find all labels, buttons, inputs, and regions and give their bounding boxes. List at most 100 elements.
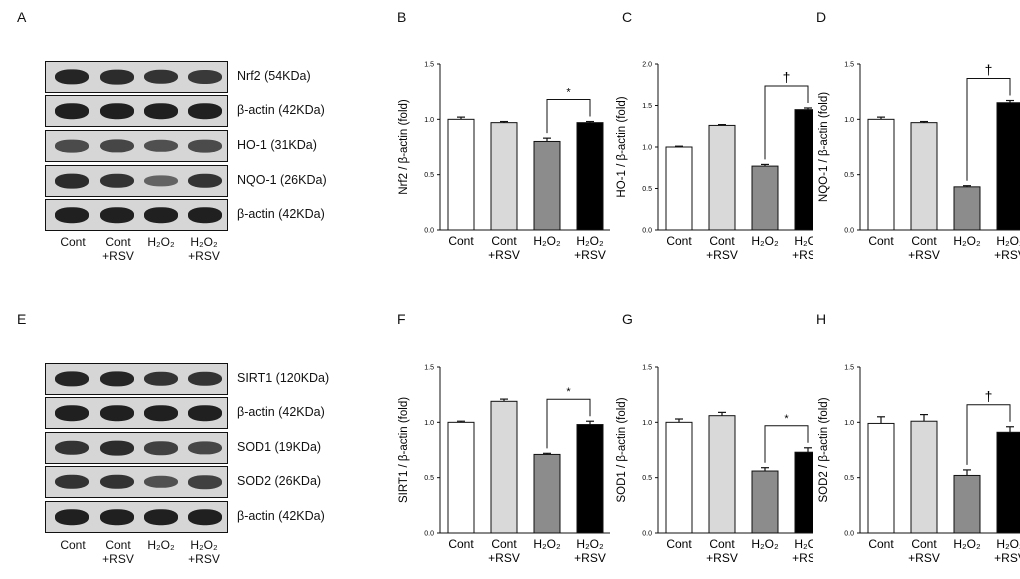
significance-marker: † [985, 62, 993, 78]
blot-band [55, 69, 89, 85]
y-tick-label: 1.5 [424, 62, 434, 69]
y-axis-label: Nrf2 / β-actin (fold) [398, 99, 410, 195]
x-tick-label: Cont [448, 234, 474, 248]
bar [447, 118, 475, 231]
y-tick-label: 1.0 [844, 420, 854, 427]
blot-band [188, 371, 222, 387]
y-tick-label: 1.0 [424, 117, 434, 124]
blot-band [55, 509, 89, 525]
x-tick-label: +RSV [574, 551, 606, 565]
significance-marker: † [985, 388, 993, 404]
chart-nrf2: Nrf2 / β-actin (fold) 0.0 0.5 1.0 1.5 Cont Con… [398, 62, 610, 262]
y-tick-label: 0.5 [424, 172, 434, 179]
x-tick-label: Cont [868, 234, 894, 248]
x-tick-label: +RSV [488, 248, 520, 262]
lane-label: H₂O₂ [147, 538, 175, 552]
y-tick-label: 1.5 [844, 62, 854, 69]
x-tick-label: +RSV [792, 551, 813, 565]
x-tick-label: H₂O₂ [794, 537, 813, 551]
blot-band [100, 509, 134, 525]
blot-band [55, 139, 89, 153]
x-tick-label: Cont [709, 234, 735, 248]
blot-strip [45, 130, 228, 162]
blot-strip [45, 95, 228, 127]
significance-bracket [546, 398, 591, 449]
blot-band [188, 509, 222, 525]
y-tick-label: 0.0 [844, 531, 854, 538]
lane-label: H₂O₂ +RSV [188, 235, 220, 263]
bar [996, 431, 1020, 534]
blot-band [144, 207, 178, 223]
bar [953, 474, 981, 534]
x-tick-label: H₂O₂ [953, 537, 981, 551]
panel-letter-b: B [397, 9, 407, 25]
x-tick-label: H₂O₂ [576, 537, 604, 551]
y-axis-label: SIRT1 / β-actin (fold) [398, 397, 410, 503]
panel-letter-g: G [622, 311, 633, 327]
y-tick-label: 0.0 [642, 531, 652, 538]
x-tick-label: H₂O₂ [533, 234, 561, 248]
x-tick-label: H₂O₂ [751, 537, 779, 551]
chart-ho1: HO-1 / β-actin (fold) 0.0 0.5 1.0 1.5 2.0 Cont… [616, 62, 813, 262]
x-tick-label: +RSV [792, 248, 813, 262]
bar [867, 118, 895, 231]
y-axis-label: SOD2 / β-actin (fold) [818, 397, 830, 502]
bar [953, 186, 981, 231]
x-tick-label: +RSV [706, 551, 738, 565]
blot-band [144, 139, 178, 153]
bar [910, 420, 938, 534]
significance-marker: * [566, 87, 571, 99]
blot-strip [45, 432, 228, 464]
blot-label: β-actin (42KDa) [237, 103, 325, 117]
bar [665, 421, 693, 534]
blot-band [188, 475, 222, 489]
blot-band [144, 371, 178, 387]
blot-strip [45, 501, 228, 533]
x-tick-label: H₂O₂ [953, 234, 981, 248]
bar [867, 422, 895, 534]
y-tick-label: 2.0 [642, 62, 652, 69]
blot-band [100, 103, 134, 119]
x-tick-label: Cont [911, 537, 937, 551]
x-tick-label: Cont [666, 537, 692, 551]
blot-label: Nrf2 (54KDa) [237, 69, 311, 83]
bar [794, 109, 813, 231]
blot-band [55, 173, 89, 189]
y-tick-label: 0.5 [844, 475, 854, 482]
bar [751, 470, 779, 534]
y-tick-label: 1.5 [844, 365, 854, 372]
blot-strip [45, 199, 228, 231]
panel-letter-h: H [816, 311, 827, 327]
x-tick-label: Cont [491, 537, 517, 551]
x-tick-label: +RSV [706, 248, 738, 262]
x-tick-label: Cont [666, 234, 692, 248]
blot-label: NQO-1 (26KDa) [237, 173, 327, 187]
x-tick-label: H₂O₂ [794, 234, 813, 248]
bar [708, 415, 736, 534]
lane-label: H₂O₂ +RSV [188, 538, 220, 566]
blot-band [100, 173, 134, 189]
blot-label: β-actin (42KDa) [237, 405, 325, 419]
y-axis-label: HO-1 / β-actin (fold) [616, 96, 628, 197]
blot-label: SIRT1 (120KDa) [237, 371, 330, 385]
chart-sirt1: SIRT1 / β-actin (fold) 0.0 0.5 1.0 1.5 Cont Co… [398, 365, 610, 565]
y-tick-label: 1.0 [642, 420, 652, 427]
blot-band [100, 405, 134, 421]
panel-letter-c: C [622, 9, 633, 25]
blot-band [55, 103, 89, 119]
x-tick-label: Cont [448, 537, 474, 551]
x-tick-label: H₂O₂ [996, 234, 1020, 248]
panel-letter-e: E [17, 311, 27, 327]
x-tick-label: +RSV [994, 551, 1020, 565]
x-tick-label: Cont [491, 234, 517, 248]
blot-band [188, 173, 222, 189]
bar [751, 165, 779, 231]
blot-band [55, 371, 89, 387]
lane-label: Cont [60, 538, 86, 552]
y-tick-label: 0.0 [642, 228, 652, 235]
bar [708, 124, 736, 231]
chart-sod1: SOD1 / β-actin (fold) 0.0 0.5 1.0 1.5 Cont Con… [616, 365, 813, 565]
blot-label: SOD2 (26KDa) [237, 474, 322, 488]
significance-bracket [966, 78, 1011, 181]
